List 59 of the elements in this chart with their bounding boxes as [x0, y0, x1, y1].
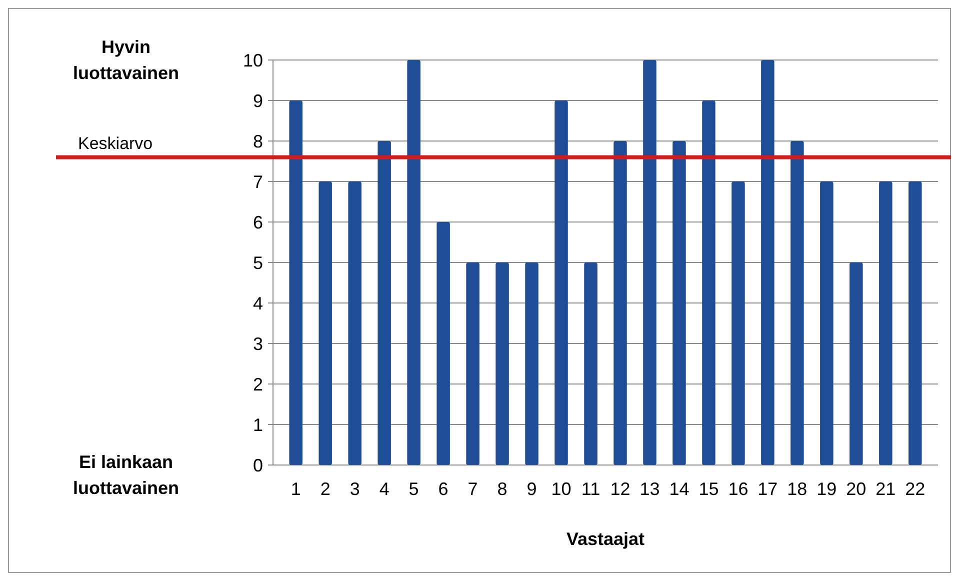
x-tick-label: 5: [408, 479, 419, 499]
bar: [466, 262, 480, 465]
bar: [407, 60, 420, 465]
x-tick-label: 1: [290, 479, 301, 499]
bar: [525, 262, 538, 465]
x-tick-label: 14: [669, 479, 690, 499]
bar: [879, 182, 892, 465]
x-tick-label: 16: [728, 479, 748, 499]
bar: [378, 141, 391, 465]
bar: [732, 182, 745, 465]
x-tick-label: 11: [581, 479, 600, 499]
bar: [318, 182, 332, 465]
x-tick-label: 7: [468, 479, 478, 499]
bar: [584, 262, 598, 465]
x-tick-label: 9: [526, 479, 537, 499]
bar: [820, 182, 834, 465]
bar: [496, 262, 509, 465]
y-tick-label: 4: [252, 293, 263, 314]
bar: [790, 141, 804, 465]
y-tick-label: 9: [252, 90, 263, 111]
x-tick-label: 19: [816, 479, 837, 499]
bar: [672, 141, 686, 465]
x-tick-label: 4: [379, 479, 390, 499]
text: Ei lainkaan luottavainen: [72, 452, 180, 498]
y-tick-label: 7: [252, 172, 263, 192]
bar: [614, 141, 627, 465]
x-tick-label: 21: [876, 479, 896, 499]
y-tick-label: 8: [252, 131, 263, 152]
x-tick-label: 12: [610, 479, 630, 499]
bar: [348, 182, 362, 465]
x-tick-label: 17: [758, 479, 778, 499]
bar: [702, 100, 716, 465]
bar: [554, 100, 568, 465]
x-tick-label: 13: [640, 479, 660, 499]
x-tick-label: 3: [350, 479, 360, 499]
y-tick-label: 10: [242, 50, 263, 70]
x-tick-label: 6: [438, 479, 448, 499]
bar: [761, 60, 774, 465]
x-tick-label: 2: [320, 479, 330, 499]
x-tick-label: 10: [551, 479, 572, 499]
x-tick-label: 15: [698, 479, 719, 499]
y-tick-label: 3: [252, 334, 263, 354]
text: Hyvin luottavainen: [72, 37, 180, 83]
x-tick-label: 18: [787, 479, 808, 499]
bar: [289, 100, 302, 465]
y-tick-label: 6: [252, 212, 263, 232]
x-tick-label: 20: [846, 479, 866, 499]
x-axis-title: Vastaajat: [566, 529, 645, 549]
bar: [643, 60, 656, 465]
x-tick-label: 8: [497, 479, 508, 499]
y-tick-label: 0: [252, 455, 263, 476]
ref-line-label: Keskiarvo: [78, 134, 153, 154]
bar: [850, 262, 863, 465]
bar: [436, 222, 450, 465]
y-tick-label: 2: [252, 374, 263, 394]
y-tick-label: 1: [252, 414, 263, 435]
bar: [908, 182, 922, 465]
x-tick-label: 22: [905, 479, 926, 499]
y-tick-label: 5: [252, 252, 263, 273]
